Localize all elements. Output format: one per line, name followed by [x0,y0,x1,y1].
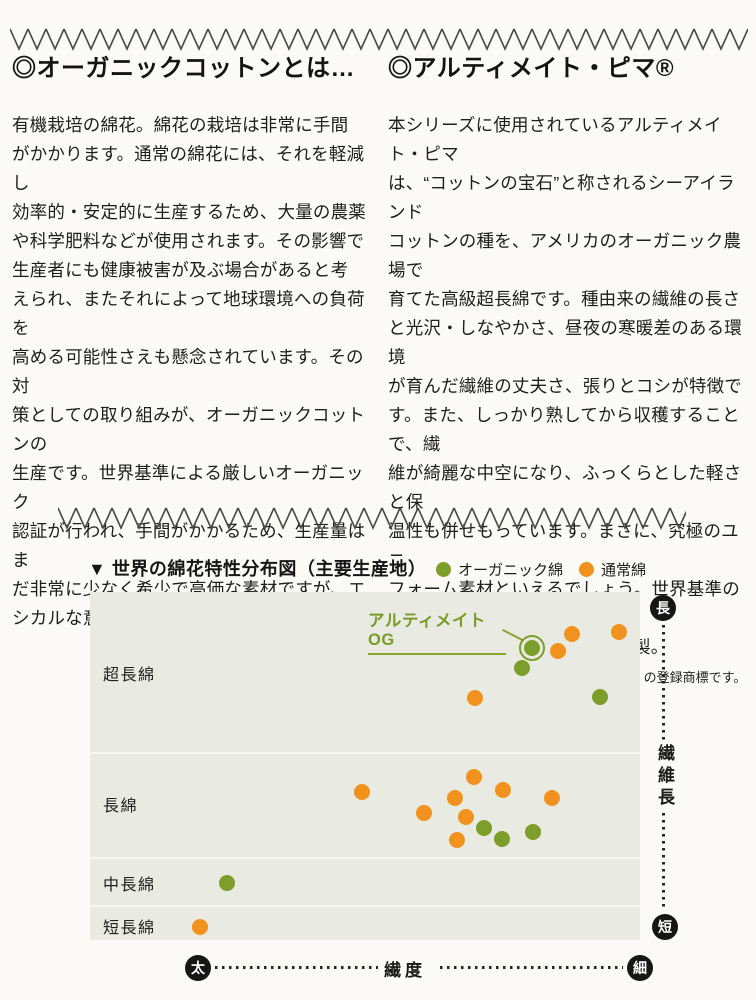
data-point [218,874,235,891]
legend-dot-organic-icon [436,562,451,577]
cotton-distribution-chart: ▼ 世界の綿花特性分布図（主要生産地） オーガニック綿 通常綿 アルティメイトO… [0,545,756,1000]
data-point [354,784,371,801]
data-point [591,689,608,706]
data-point [544,790,560,807]
section-title-ultimate: ◎アルティメイト・ピマ® [388,55,675,82]
data-point [475,819,492,836]
x-axis-dotted-line-left [215,966,378,969]
chart-legend: オーガニック綿 通常綿 [436,559,646,580]
data-point [513,659,530,676]
data-point [493,831,510,848]
legend-label-organic: オーガニック綿 [458,562,564,579]
data-point [192,919,208,936]
band-label: 短長綿 [103,920,156,938]
band-separator [90,856,640,859]
band-label: 中長綿 [103,876,156,894]
x-axis-right-marker: 細 [627,955,653,981]
legend-label-normal: 通常綿 [601,562,647,579]
band-label: 超長綿 [103,667,156,685]
legend-item-normal: 通常綿 [579,559,646,580]
data-point [467,690,483,707]
highlight-ring [519,635,546,662]
band-separator [90,904,640,907]
data-point [524,824,541,841]
annotation-label: アルティメイトOG [368,607,506,655]
section-body-organic: 有機栽培の綿花。綿花の栽培は非常に手間 がかかります。通常の綿花には、それを軽減… [12,115,366,628]
y-axis-dotted-line-bottom [662,813,665,911]
data-point [611,624,628,641]
section-title-organic: ◎オーガニックコットンとは… [12,55,355,82]
zigzag-divider-top [10,27,748,51]
section-organic-cotton: ◎オーガニックコットンとは… 有機栽培の綿花。綿花の栽培は非常に手間 がかかりま… [12,52,376,633]
data-point [448,832,465,849]
legend-item-organic: オーガニック綿 [436,559,563,580]
data-point [524,640,541,657]
zigzag-divider-middle [58,506,686,530]
data-point [447,790,464,807]
band-label: 長綿 [103,797,139,815]
chart-title: ▼ 世界の綿花特性分布図（主要生産地） [88,559,427,579]
y-axis-dotted-line-top [662,625,665,741]
data-point [550,643,567,660]
y-axis-label: 繊維長 [655,744,674,810]
data-point [415,804,432,821]
data-point [465,769,482,786]
x-axis-dotted-line-right [440,966,623,969]
x-axis-label: 繊度 [384,961,426,980]
data-point [458,809,475,826]
x-axis-left-marker: 太 [185,955,211,981]
data-point [495,782,512,798]
data-point [563,626,580,643]
band-separator [90,752,640,755]
legend-dot-normal-icon [579,562,595,577]
plot-area: アルティメイトOG 超長綿長綿中長綿短長綿 [90,592,640,940]
y-axis-top-marker: 長 [650,595,676,621]
y-axis-bottom-marker: 短 [652,914,678,940]
